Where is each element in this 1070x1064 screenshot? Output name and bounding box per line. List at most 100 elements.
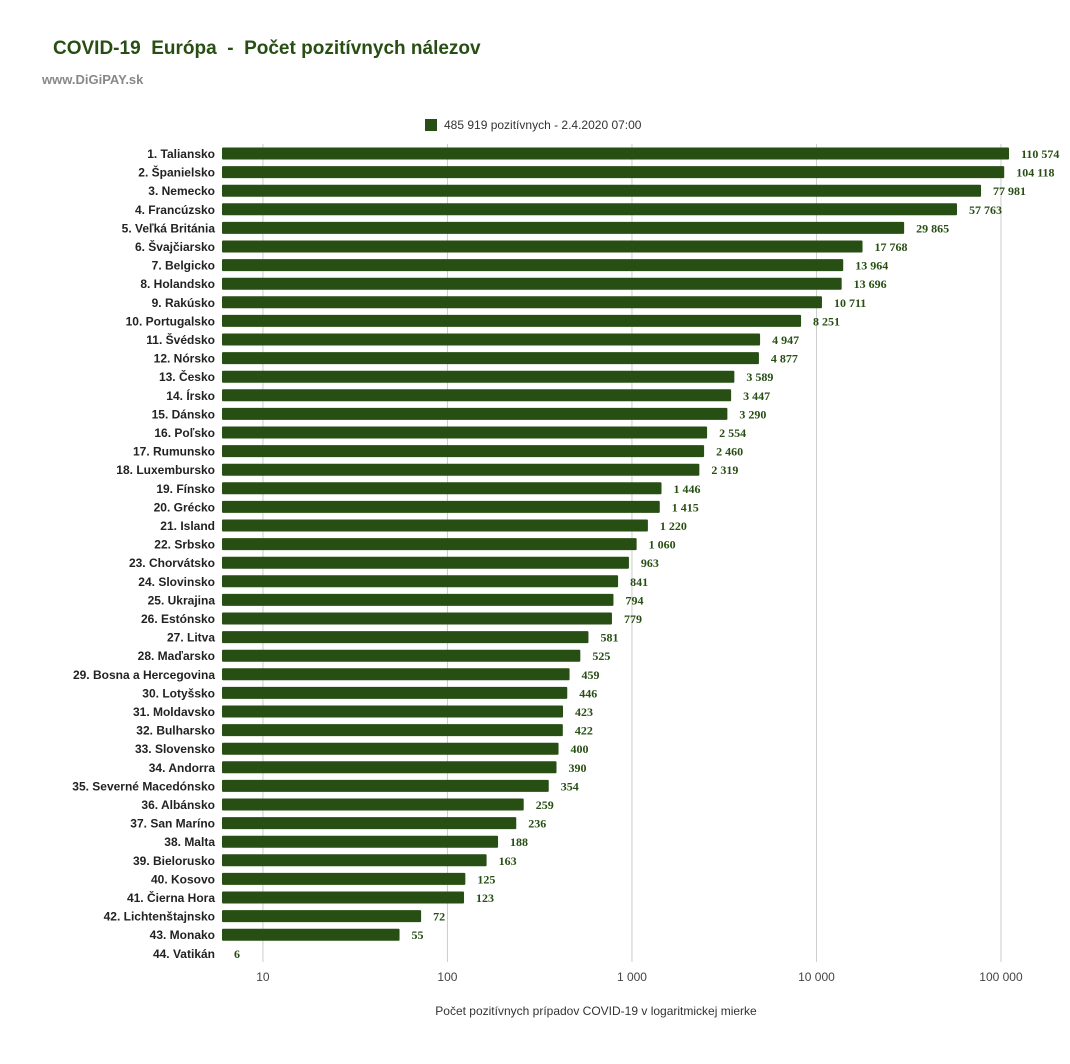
- value-label: 163: [499, 854, 517, 868]
- value-label: 1 220: [660, 519, 687, 533]
- bar: [222, 705, 564, 718]
- value-label: 963: [641, 556, 659, 570]
- category-label: 26. Estónsko: [141, 612, 215, 626]
- value-label: 4 877: [771, 352, 798, 366]
- bar: [222, 203, 957, 216]
- x-tick-label: 100: [437, 970, 457, 984]
- legend-entry: 485 919 pozitívnych - 2.4.2020 07:00: [444, 118, 642, 132]
- bar: [222, 482, 662, 495]
- value-label: 55: [412, 928, 424, 942]
- category-label: 25. Ukrajina: [148, 593, 216, 607]
- bar: [222, 333, 761, 346]
- bar: [222, 928, 400, 941]
- bar: [222, 575, 619, 588]
- category-label: 5. Veľká Británia: [122, 221, 216, 235]
- category-label: 41. Čierna Hora: [127, 890, 215, 905]
- value-label: 3 589: [746, 370, 773, 384]
- bar: [222, 296, 822, 309]
- category-label: 31. Moldavsko: [133, 705, 215, 719]
- category-label: 21. Island: [160, 519, 215, 533]
- category-label: 18. Luxembursko: [116, 463, 215, 477]
- chart-title: COVID-19 Európa - Počet pozitívnych nále…: [53, 38, 481, 59]
- value-label: 4 947: [772, 333, 799, 347]
- bar: [222, 221, 905, 234]
- category-label: 30. Lotyšsko: [142, 686, 215, 700]
- value-label: 57 763: [969, 203, 1002, 217]
- category-label: 14. Írsko: [166, 388, 215, 403]
- bar: [222, 538, 637, 551]
- value-label: 841: [630, 575, 648, 589]
- x-tick-label: 1 000: [617, 970, 647, 984]
- value-label: 236: [528, 817, 546, 831]
- value-label: 446: [579, 686, 597, 700]
- bar: [222, 854, 487, 867]
- category-label: 27. Litva: [167, 631, 215, 645]
- value-label: 2 554: [719, 426, 746, 440]
- bar: [222, 631, 589, 644]
- bar: [222, 817, 517, 830]
- value-label: 581: [600, 631, 618, 645]
- bar: [222, 556, 629, 569]
- x-tick-label: 100 000: [979, 970, 1023, 984]
- bar: [222, 519, 648, 532]
- category-label: 22. Srbsko: [154, 538, 215, 552]
- bar: [222, 724, 563, 737]
- category-label: 36. Albánsko: [141, 798, 215, 812]
- category-label: 37. San Maríno: [130, 817, 215, 831]
- bar: [222, 166, 1005, 179]
- value-label: 2 319: [711, 463, 738, 477]
- value-label: 2 460: [716, 445, 743, 459]
- value-label: 422: [575, 724, 593, 738]
- category-label: 12. Nórsko: [154, 352, 215, 366]
- value-label: 1 060: [649, 538, 676, 552]
- bar: [222, 463, 700, 476]
- value-label: 1 415: [672, 500, 699, 514]
- value-label: 794: [625, 593, 643, 607]
- bar: [222, 798, 524, 811]
- bars: 1. Taliansko 110 574 2. Španielsko 104 118 3…: [72, 147, 1059, 961]
- category-label: 9. Rakúsko: [152, 296, 215, 310]
- value-label: 123: [476, 891, 494, 905]
- value-label: 8 251: [813, 314, 840, 328]
- value-label: 110 574: [1021, 147, 1059, 161]
- value-label: 77 981: [993, 184, 1026, 198]
- bar: [222, 370, 735, 383]
- bar: [222, 835, 499, 848]
- value-label: 3 290: [739, 407, 766, 421]
- value-label: 779: [624, 612, 642, 626]
- category-label: 44. Vatikán: [153, 947, 215, 961]
- category-label: 40. Kosovo: [151, 872, 215, 886]
- category-label: 17. Rumunsko: [133, 445, 215, 459]
- bar: [222, 240, 863, 253]
- value-label: 6: [234, 947, 240, 961]
- value-label: 1 446: [674, 482, 701, 496]
- x-tick-label: 10: [256, 970, 270, 984]
- bar: [222, 593, 614, 606]
- value-label: 13 696: [854, 277, 887, 291]
- bar: [222, 742, 559, 755]
- category-label: 39. Bielorusko: [133, 854, 215, 868]
- category-label: 11. Švédsko: [146, 332, 215, 347]
- bar: [222, 389, 732, 402]
- category-label: 6. Švajčiarsko: [135, 239, 215, 254]
- category-label: 34. Andorra: [149, 761, 216, 775]
- value-label: 188: [510, 835, 528, 849]
- bar: [222, 612, 612, 625]
- bar: [222, 259, 844, 272]
- legend: 485 919 pozitívnych - 2.4.2020 07:00: [425, 118, 642, 132]
- category-label: 10. Portugalsko: [126, 314, 215, 328]
- bar: [222, 500, 660, 513]
- category-label: 35. Severné Macedónsko: [72, 779, 215, 793]
- x-axis-ticks: 10 100 1 000 10 000 100 000: [256, 970, 1023, 984]
- value-label: 459: [582, 668, 600, 682]
- chart-subtitle: www.DiGiPAY.sk: [42, 72, 144, 87]
- category-label: 19. Fínsko: [156, 482, 215, 496]
- category-label: 8. Holandsko: [140, 277, 215, 291]
- category-label: 4. Francúzsko: [135, 203, 215, 217]
- value-label: 354: [561, 779, 579, 793]
- bar: [222, 686, 568, 699]
- bar: [222, 426, 708, 439]
- category-label: 28. Maďarsko: [138, 649, 215, 663]
- bar: [222, 668, 570, 681]
